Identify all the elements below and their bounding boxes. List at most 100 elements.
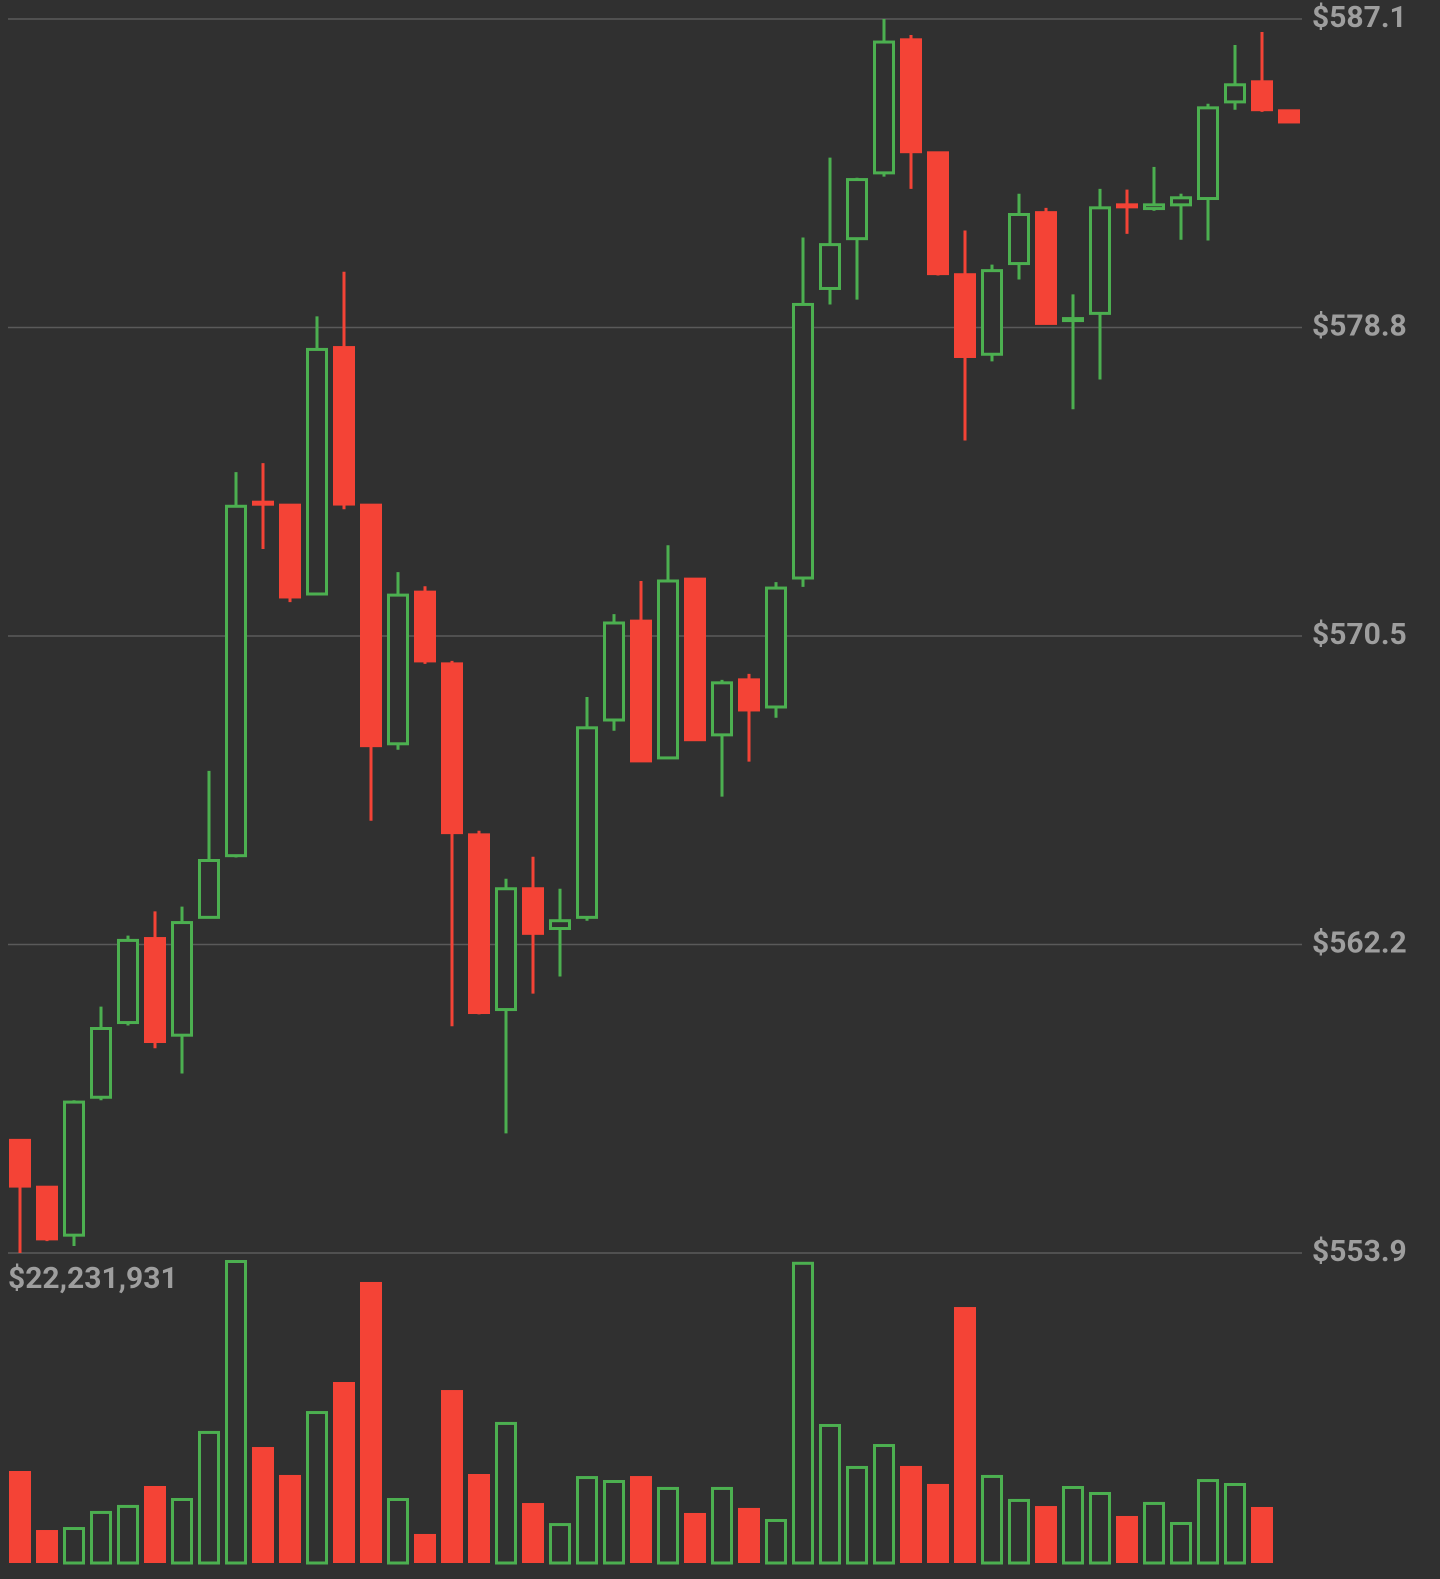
candle-body bbox=[576, 726, 598, 919]
volume-bar bbox=[360, 1281, 382, 1563]
candle-body bbox=[792, 302, 814, 580]
volume-bar bbox=[252, 1447, 274, 1563]
candle-body bbox=[630, 619, 652, 763]
candle-body bbox=[522, 887, 544, 935]
volume-bar bbox=[36, 1530, 58, 1563]
candle-body bbox=[198, 858, 220, 919]
candle-body bbox=[657, 579, 679, 760]
volume-bar bbox=[1170, 1521, 1192, 1565]
candle-body bbox=[1170, 196, 1192, 207]
volume-bar bbox=[576, 1476, 598, 1565]
candle-body bbox=[90, 1027, 112, 1099]
volume-bar bbox=[63, 1527, 85, 1565]
volume-bar bbox=[765, 1518, 787, 1565]
candle-body bbox=[144, 937, 166, 1044]
volume-bar bbox=[198, 1430, 220, 1565]
volume-bar bbox=[279, 1474, 301, 1563]
candle-body bbox=[1224, 83, 1246, 104]
volume-bar bbox=[981, 1474, 1003, 1565]
candle-body bbox=[387, 593, 409, 746]
candle-body bbox=[1116, 203, 1138, 209]
candle-body bbox=[333, 346, 355, 506]
volume-max-label: $22,231,931 bbox=[8, 1261, 178, 1296]
volume-bar bbox=[684, 1512, 706, 1563]
volume-bar bbox=[738, 1507, 760, 1563]
candle-body bbox=[1035, 211, 1057, 325]
candle-body bbox=[414, 590, 436, 663]
volume-bar bbox=[522, 1503, 544, 1563]
volume-bar bbox=[819, 1423, 841, 1565]
volume-bar bbox=[117, 1504, 139, 1565]
volume-bar bbox=[630, 1476, 652, 1563]
volume-bar bbox=[414, 1533, 436, 1563]
candle-body bbox=[171, 921, 193, 1037]
candle-body bbox=[306, 347, 328, 596]
candle-body bbox=[495, 887, 517, 1012]
candle-body bbox=[819, 243, 841, 290]
candle-body bbox=[603, 621, 625, 722]
candle-body bbox=[441, 662, 463, 835]
volume-bar bbox=[1116, 1515, 1138, 1563]
volume-bar bbox=[495, 1421, 517, 1565]
volume-bar bbox=[603, 1479, 625, 1565]
candle-body bbox=[873, 40, 895, 175]
volume-bar bbox=[711, 1486, 733, 1565]
y-tick-label: $570.5 bbox=[1312, 617, 1407, 652]
candle-body bbox=[36, 1185, 58, 1241]
volume-bar bbox=[1008, 1498, 1030, 1565]
candle-body bbox=[900, 38, 922, 154]
volume-bar bbox=[333, 1382, 355, 1563]
volume-bar bbox=[468, 1474, 490, 1563]
volume-bar bbox=[225, 1260, 247, 1565]
volume-bar bbox=[1251, 1506, 1273, 1563]
volume-bar bbox=[1035, 1506, 1057, 1563]
candle-body bbox=[279, 503, 301, 599]
candle-body bbox=[468, 833, 490, 1015]
volume-bar bbox=[1089, 1491, 1111, 1565]
candle-body bbox=[711, 681, 733, 737]
candle-body bbox=[1089, 206, 1111, 315]
volume-bar bbox=[927, 1483, 949, 1563]
volume-bar bbox=[954, 1307, 976, 1563]
candle-body bbox=[1251, 80, 1273, 112]
candle-body bbox=[225, 504, 247, 858]
candle-body bbox=[846, 178, 868, 241]
candle-body bbox=[9, 1138, 31, 1188]
y-tick-label: $578.8 bbox=[1312, 308, 1407, 343]
volume-bar bbox=[9, 1471, 31, 1563]
candle-body bbox=[765, 586, 787, 709]
volume-bar bbox=[1062, 1485, 1084, 1565]
volume-bar bbox=[873, 1444, 895, 1565]
volume-bar bbox=[846, 1465, 868, 1565]
candle-body bbox=[360, 503, 382, 748]
volume-bar bbox=[900, 1465, 922, 1563]
volume-bar bbox=[90, 1510, 112, 1565]
volume-bar bbox=[144, 1485, 166, 1563]
y-tick-label: $562.2 bbox=[1312, 925, 1407, 960]
candle-body bbox=[1143, 203, 1165, 211]
candle-body bbox=[954, 273, 976, 358]
candle-body bbox=[927, 151, 949, 276]
candle-body bbox=[252, 500, 274, 506]
volume-bar bbox=[1143, 1501, 1165, 1565]
volume-bar bbox=[1224, 1482, 1246, 1565]
candle-body bbox=[981, 269, 1003, 356]
candle-body bbox=[549, 919, 571, 931]
volume-bar bbox=[171, 1497, 193, 1565]
volume-bar bbox=[549, 1523, 571, 1565]
candle-body bbox=[117, 938, 139, 1025]
volume-bar bbox=[306, 1411, 328, 1565]
candle-body bbox=[63, 1100, 85, 1237]
candle-body bbox=[1197, 106, 1219, 201]
candle-body bbox=[738, 678, 760, 712]
candle-body bbox=[684, 577, 706, 742]
volume-bar bbox=[657, 1486, 679, 1565]
volume-bar bbox=[792, 1261, 814, 1565]
candle-body bbox=[1278, 109, 1300, 124]
volume-bar bbox=[1197, 1479, 1219, 1565]
y-tick-label: $587.1 bbox=[1312, 0, 1407, 35]
volume-bar bbox=[387, 1497, 409, 1565]
volume-bar bbox=[441, 1390, 463, 1563]
